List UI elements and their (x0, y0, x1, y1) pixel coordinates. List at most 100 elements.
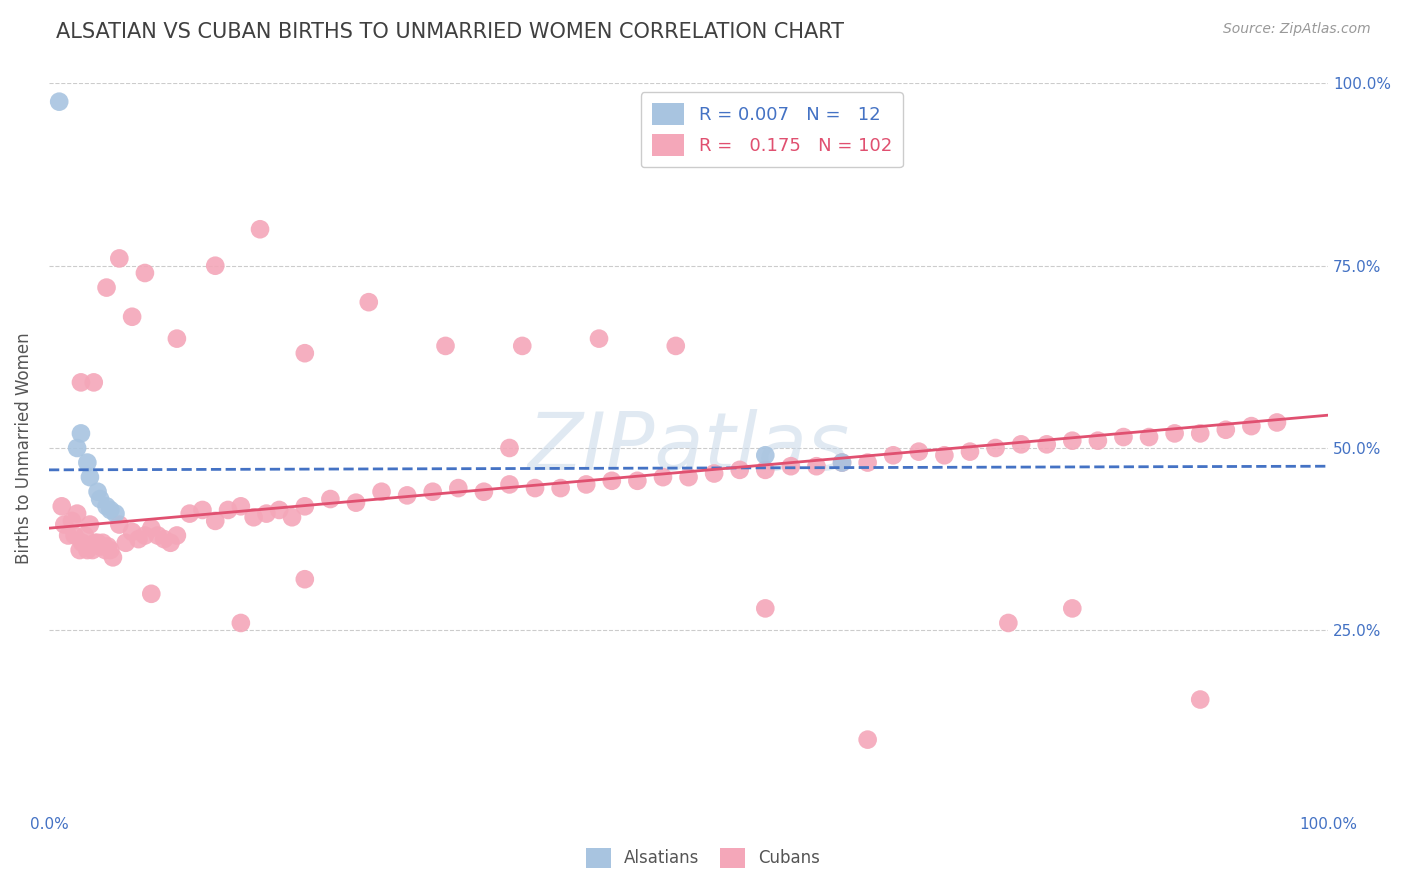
Point (754, 601, 776, 615)
Point (108, 517, 131, 532)
Point (600, 474, 623, 488)
Point (229, 500, 252, 514)
Point (73, 528, 96, 542)
Point (1112, 430, 1135, 444)
Point (100, 543, 122, 558)
Point (76, 543, 98, 558)
Point (191, 503, 214, 517)
Point (128, 532, 150, 546)
Point (70, 376, 93, 390)
Point (1062, 434, 1084, 448)
Point (575, 477, 598, 491)
Point (882, 448, 904, 462)
Point (53, 517, 76, 532)
Point (498, 477, 520, 491)
Point (69, 543, 91, 558)
Point (1087, 434, 1109, 448)
Point (86, 484, 108, 499)
Point (831, 456, 853, 470)
Point (806, 459, 828, 474)
Point (66, 507, 89, 521)
Point (60, 514, 83, 528)
Point (79, 470, 101, 484)
Point (51, 500, 73, 514)
Point (100, 503, 122, 517)
Point (626, 474, 648, 488)
Point (678, 470, 700, 484)
Point (242, 510, 264, 524)
Point (294, 572, 316, 586)
Point (249, 222, 271, 236)
Point (728, 463, 751, 477)
Point (1035, 437, 1057, 451)
Point (1062, 601, 1084, 615)
Point (665, 339, 688, 353)
Point (396, 488, 419, 502)
Y-axis label: Births to Unmarried Women: Births to Unmarried Women (15, 332, 32, 564)
Point (319, 491, 342, 506)
Point (70, 535, 93, 549)
Point (997, 615, 1019, 630)
Legend: Alsatians, Cubans: Alsatians, Cubans (579, 841, 827, 875)
Point (1163, 426, 1185, 441)
Point (780, 459, 803, 474)
Point (121, 524, 143, 539)
Point (114, 535, 136, 549)
Point (91, 535, 114, 549)
Point (703, 467, 725, 481)
Point (1215, 423, 1237, 437)
Point (63, 528, 86, 542)
Point (856, 732, 879, 747)
Point (84, 535, 107, 549)
Point (934, 448, 956, 462)
Point (434, 339, 457, 353)
Point (1265, 416, 1288, 430)
Point (588, 332, 610, 346)
Point (166, 528, 188, 542)
Legend: R = 0.007   N =   12, R =   0.175   N = 102: R = 0.007 N = 12, R = 0.175 N = 102 (641, 93, 903, 167)
Point (94, 543, 117, 558)
Point (984, 441, 1007, 455)
Point (134, 528, 156, 542)
Point (153, 532, 176, 546)
Point (229, 615, 252, 630)
Point (217, 503, 239, 517)
Point (959, 444, 981, 458)
Point (294, 346, 316, 360)
Text: ALSATIAN VS CUBAN BIRTHS TO UNMARRIED WOMEN CORRELATION CHART: ALSATIAN VS CUBAN BIRTHS TO UNMARRIED WO… (56, 22, 844, 42)
Point (1189, 426, 1212, 441)
Point (82, 543, 104, 558)
Point (1010, 437, 1032, 451)
Point (76, 456, 98, 470)
Point (159, 535, 181, 549)
Point (89, 540, 111, 554)
Point (498, 441, 520, 455)
Point (344, 496, 367, 510)
Point (141, 587, 163, 601)
Point (357, 295, 380, 310)
Point (754, 448, 776, 462)
Point (134, 266, 156, 280)
Point (146, 528, 169, 542)
Point (754, 463, 776, 477)
Point (79, 517, 101, 532)
Point (121, 310, 143, 324)
Point (104, 507, 127, 521)
Point (70, 426, 93, 441)
Point (108, 252, 131, 266)
Point (204, 514, 226, 528)
Point (48, 95, 70, 109)
Point (447, 481, 470, 495)
Point (89, 491, 111, 506)
Point (281, 510, 304, 524)
Point (96, 500, 118, 514)
Point (83, 376, 105, 390)
Text: ZIPatlas: ZIPatlas (527, 409, 849, 487)
Point (166, 332, 188, 346)
Point (510, 339, 533, 353)
Point (56, 528, 79, 542)
Point (204, 259, 226, 273)
Point (831, 456, 853, 470)
Point (370, 484, 392, 499)
Point (294, 500, 316, 514)
